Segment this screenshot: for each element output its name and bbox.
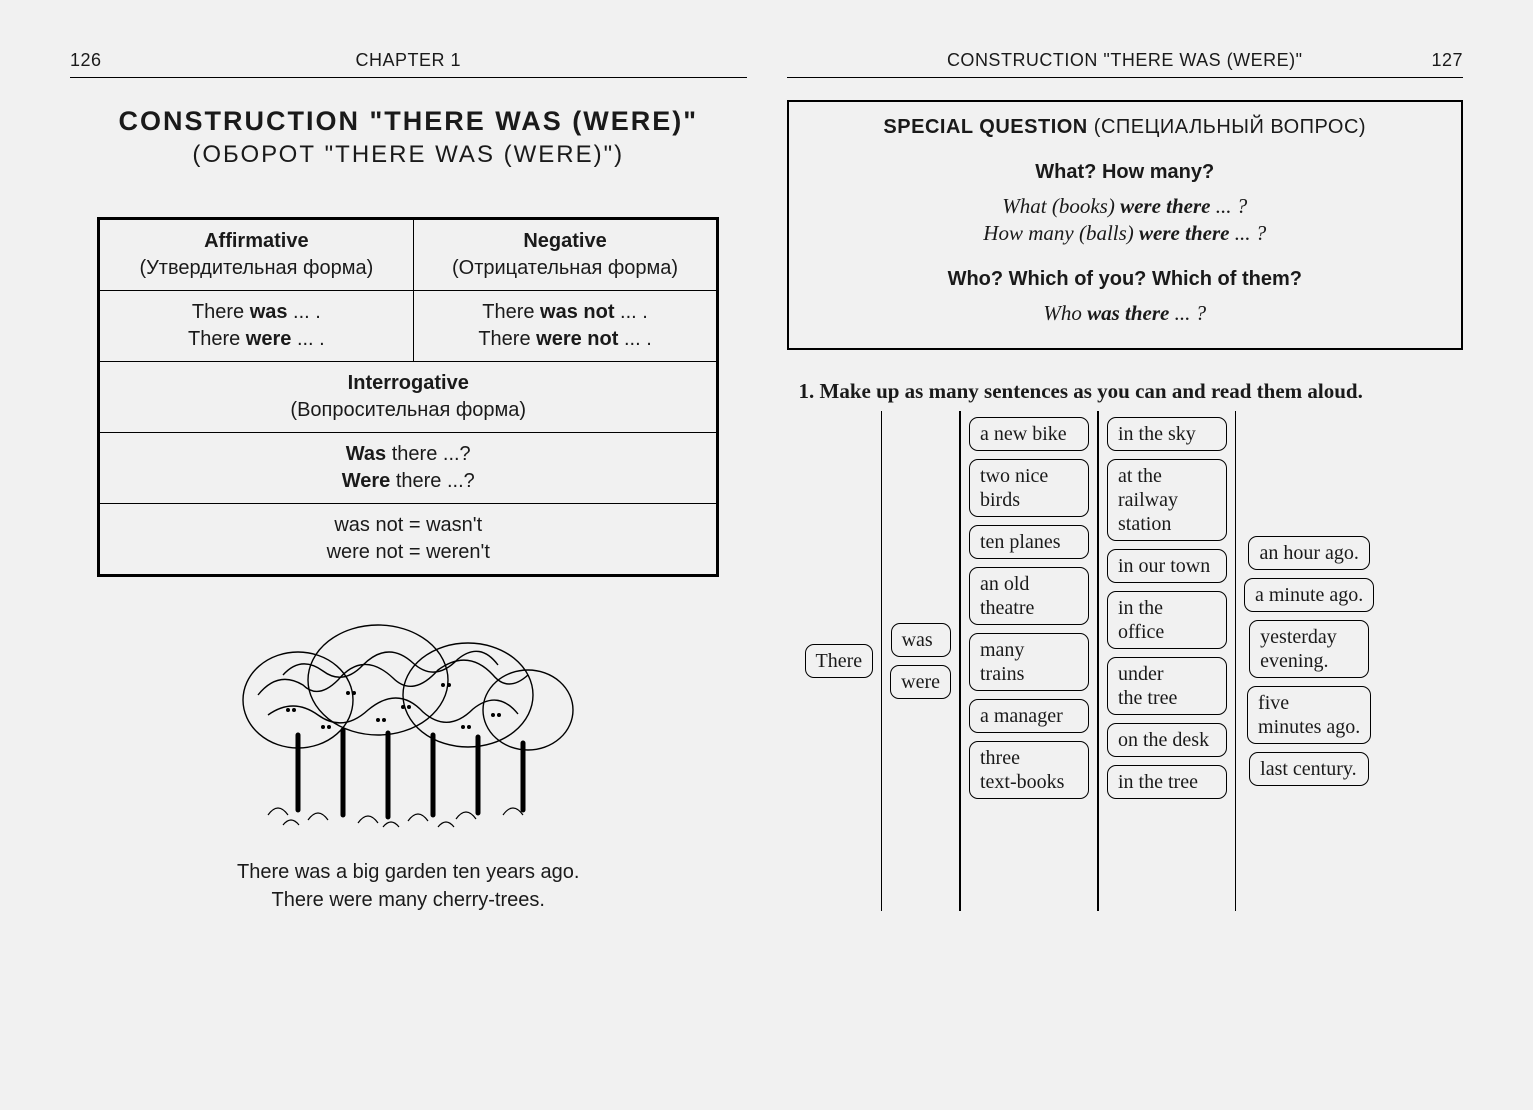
sq-example-1: What (books) were there ... ? [809,194,1442,219]
builder-chip: many trains [969,633,1089,691]
interrogative-body: Was there ...?Were there ...? [99,433,718,504]
trees-illustration [70,615,747,840]
title-block: CONSTRUCTION "THERE WAS (WERE)" (ОБОРОТ … [70,106,747,169]
illustration-caption: There was a big garden ten years ago. Th… [70,858,747,914]
chapter-label: CHAPTER 1 [130,50,687,71]
builder-chip: a new bike [969,417,1089,451]
builder-chip: five minutes ago. [1247,686,1371,744]
sq-subheading-2: Who? Which of you? Which of them? [809,268,1442,291]
builder-chip: an old theatre [969,567,1089,625]
builder-chip: in the office [1107,591,1227,649]
builder-chip: two nice birds [969,459,1089,517]
page-left: 126 CHAPTER 1 CONSTRUCTION "THERE WAS (W… [70,50,747,914]
builder-col-4: in the sky at the railway station in our t… [1098,411,1236,911]
book-spread: 126 CHAPTER 1 CONSTRUCTION "THERE WAS (W… [0,0,1533,964]
affirmative-header: Affirmative (Утвердительная форма) [99,219,414,291]
builder-chip: ten planes [969,525,1089,559]
builder-chip: There [805,644,874,678]
builder-chip: three text-books [969,741,1089,799]
special-question-box: SPECIAL QUESTION (СПЕЦИАЛЬНЫЙ ВОПРОС) Wh… [787,100,1464,350]
page-number: 126 [70,50,130,71]
sq-subheading-1: What? How many? [809,161,1442,184]
builder-chip: a minute ago. [1244,578,1374,612]
builder-chip: were [890,665,951,699]
sq-example-3: Who was there ... ? [809,301,1442,326]
builder-chip: in the sky [1107,417,1227,451]
page-number: 127 [1403,50,1463,71]
builder-chip: under the tree [1107,657,1227,715]
section-label: CONSTRUCTION "THERE WAS (WERE)" [847,50,1404,71]
builder-chip: was [891,623,951,657]
sq-title: SPECIAL QUESTION (СПЕЦИАЛЬНЫЙ ВОПРОС) [809,116,1442,139]
builder-col-3: a new bike two nice birds ten planes an old… [960,411,1098,911]
page-right: CONSTRUCTION "THERE WAS (WERE)" 127 SPEC… [787,50,1464,914]
negative-body: There was not ... .There were not ... . [413,291,718,362]
negative-header: Negative (Отрицательная форма) [413,219,718,291]
builder-col-5: an hour ago. a minute ago. yesterday eveni… [1236,411,1382,911]
exercise-instruction: 1. Make up as many sentences as you can … [799,378,1464,405]
grammar-table: Affirmative (Утвердительная форма) Negat… [97,217,719,577]
affirmative-body: There was ... .There were ... . [99,291,414,362]
builder-col-1: There [797,411,882,911]
page-header-right: CONSTRUCTION "THERE WAS (WERE)" 127 [787,50,1464,78]
builder-chip: yesterday evening. [1249,620,1369,678]
title-sub: (ОБОРОТ "THERE WAS (WERE)") [70,141,747,169]
contractions: was not = wasn'twere not = weren't [99,504,718,576]
builder-chip: on the desk [1107,723,1227,757]
builder-chip: in our town [1107,549,1227,583]
builder-chip: an hour ago. [1248,536,1369,570]
builder-chip: in the tree [1107,765,1227,799]
sentence-builder: There was were a new bike two nice birds te… [797,411,1464,911]
page-header-left: 126 CHAPTER 1 [70,50,747,78]
builder-chip: at the railway station [1107,459,1227,541]
interrogative-header: Interrogative (Вопросительная форма) [99,362,718,433]
builder-col-2: was were [881,411,960,911]
title-main: CONSTRUCTION "THERE WAS (WERE)" [70,106,747,137]
builder-chip: a manager [969,699,1089,733]
builder-chip: last century. [1249,752,1369,786]
sq-example-2: How many (balls) were there ... ? [809,221,1442,246]
